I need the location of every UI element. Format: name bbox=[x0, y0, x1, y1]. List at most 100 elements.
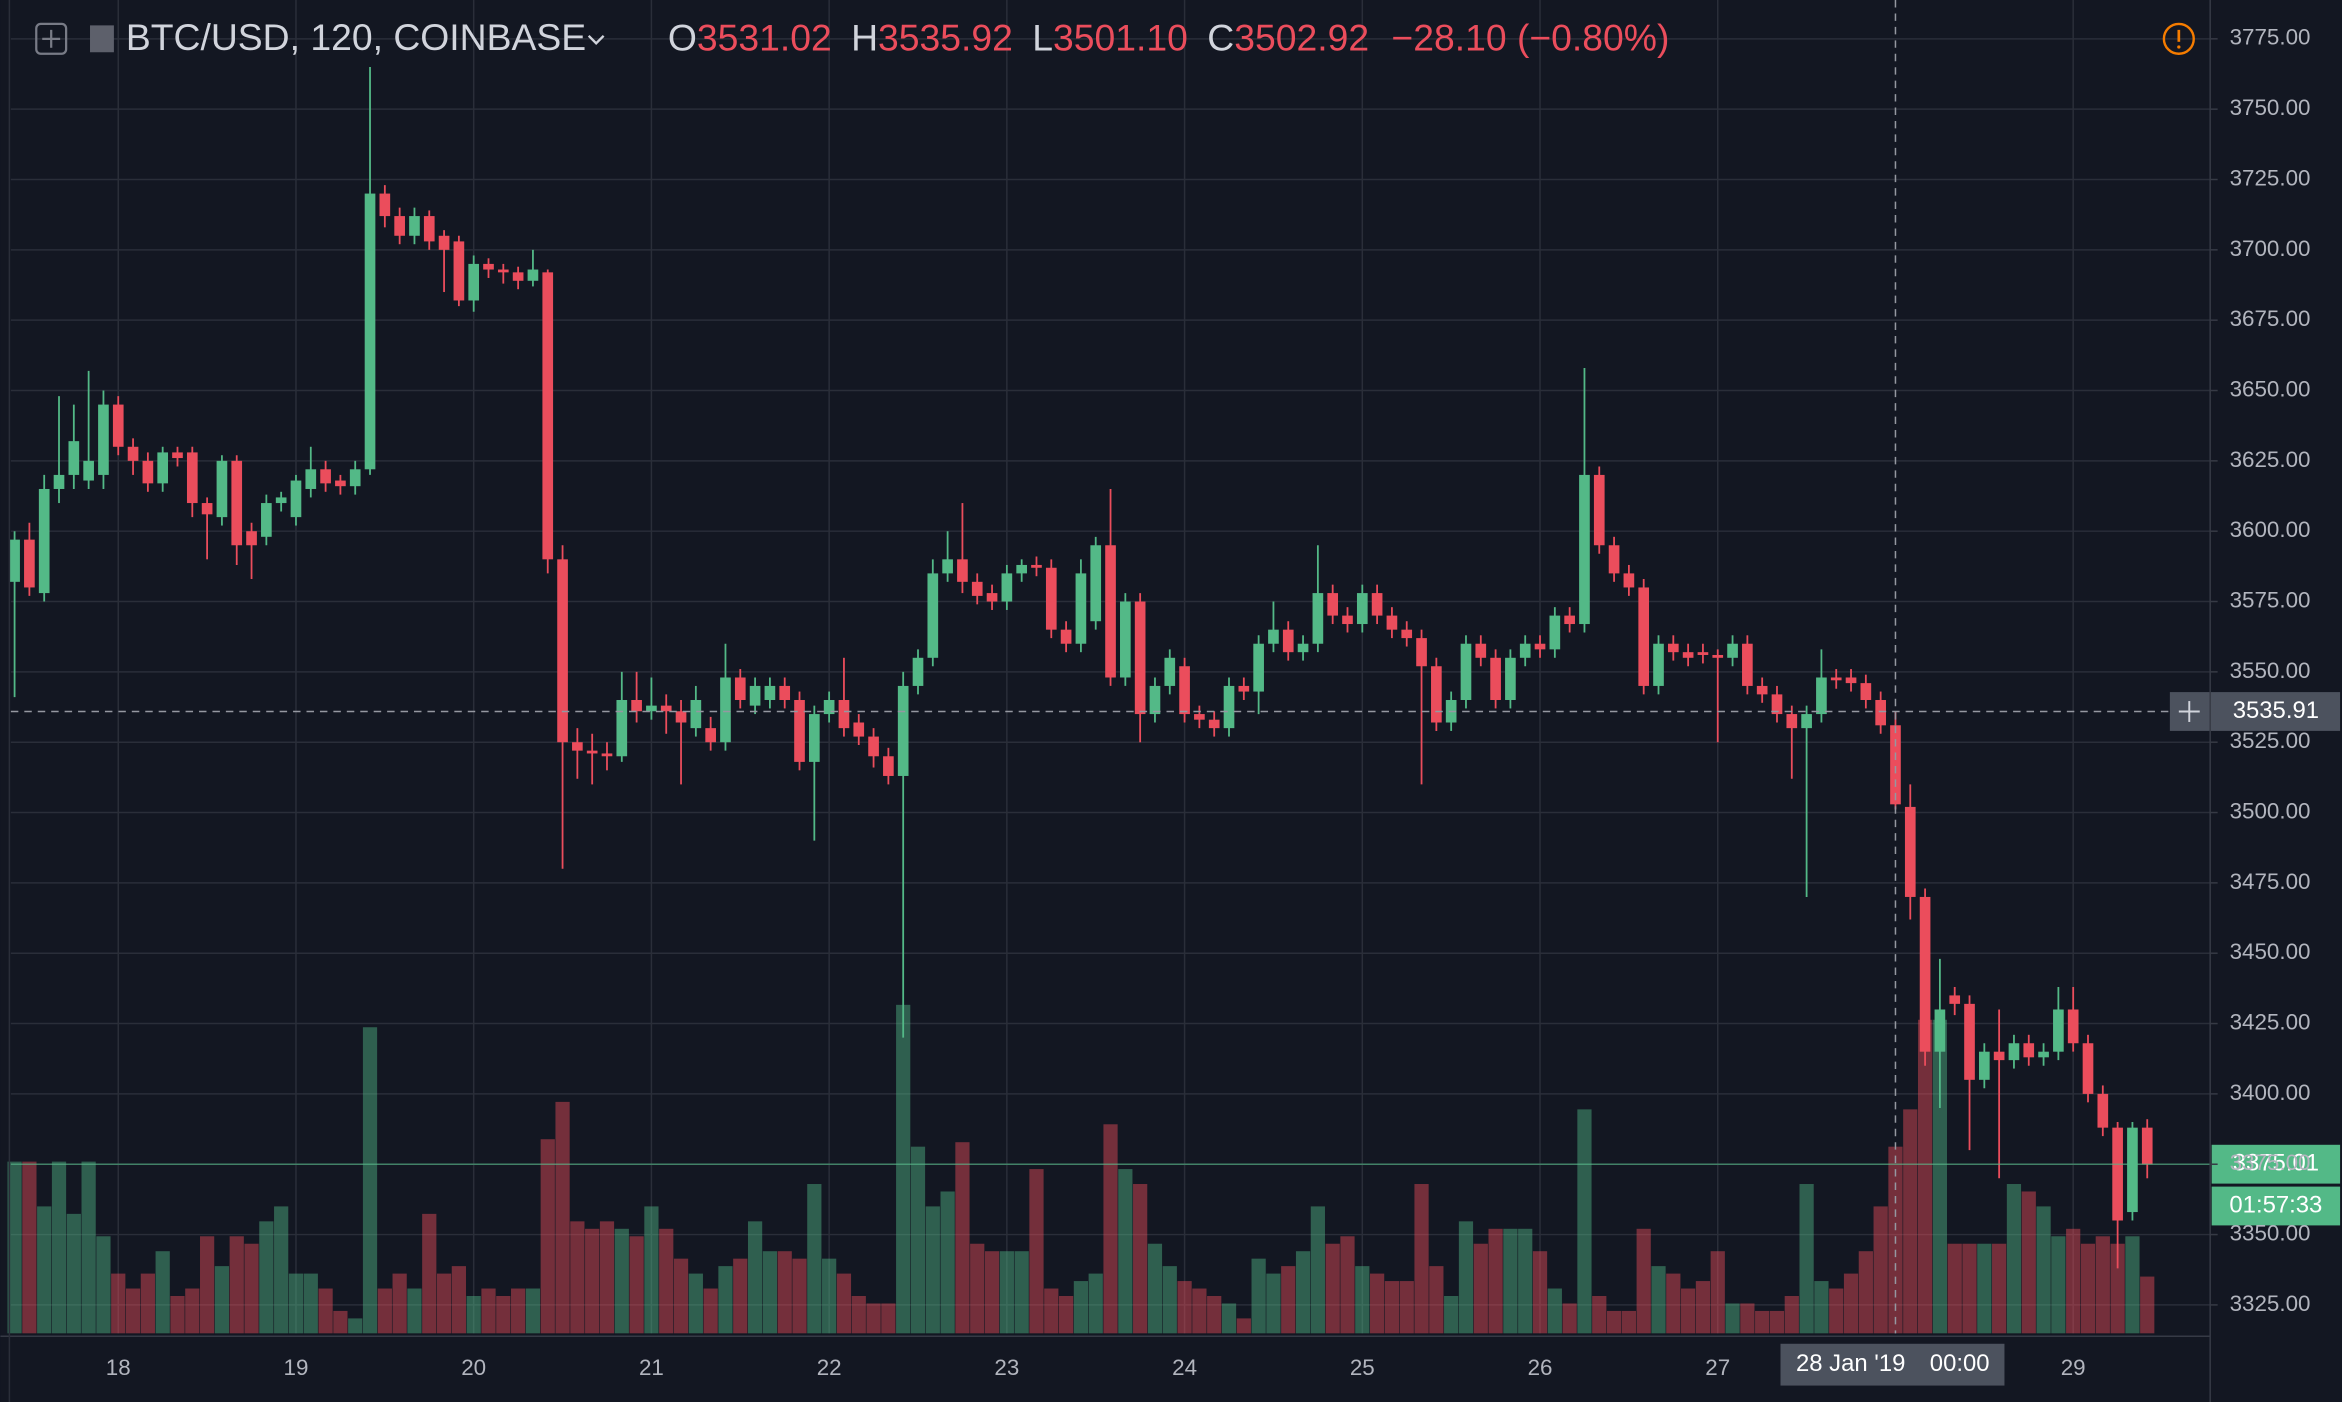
last-price-box bbox=[2211, 1144, 2341, 1184]
volume-bar bbox=[1355, 1266, 1370, 1334]
volume-bar bbox=[955, 1142, 970, 1334]
volume-bar bbox=[1977, 1243, 1992, 1334]
candle-body bbox=[868, 736, 879, 757]
volume-bar bbox=[377, 1288, 392, 1334]
candle-body bbox=[335, 480, 346, 487]
y-tick-label: 3625.00 bbox=[2230, 447, 2311, 472]
candle-body bbox=[1164, 657, 1176, 686]
y-tick-label: 3700.00 bbox=[2230, 236, 2311, 261]
candle-body bbox=[364, 193, 376, 470]
candle-body bbox=[1268, 629, 1279, 644]
volume-bar bbox=[1799, 1184, 1814, 1334]
candle-body bbox=[2023, 1043, 2035, 1058]
candle-body bbox=[216, 460, 228, 518]
symbol-dropdown-icon[interactable] bbox=[587, 34, 605, 45]
candle-body bbox=[24, 539, 35, 588]
volume-bar bbox=[1147, 1243, 1163, 1334]
candle-body bbox=[2141, 1127, 2153, 1165]
candle-body bbox=[1964, 1003, 1975, 1080]
candle-body bbox=[1356, 593, 1368, 625]
candle-body bbox=[246, 531, 257, 546]
volume-bar bbox=[66, 1213, 81, 1334]
candle-body bbox=[1593, 474, 1605, 546]
x-tick-label: 22 bbox=[817, 1355, 842, 1380]
volume-bar bbox=[1903, 1109, 1918, 1334]
volume-bar bbox=[1414, 1184, 1429, 1334]
y-tick-label: 3500.00 bbox=[2230, 798, 2311, 823]
candle-body bbox=[1297, 643, 1309, 653]
volume-bar bbox=[659, 1228, 674, 1334]
candle-body bbox=[1401, 629, 1413, 639]
add-symbol-icon[interactable] bbox=[35, 22, 68, 55]
symbol-title[interactable]: BTC/USD, 120, COINBASE bbox=[126, 16, 586, 58]
candle-body bbox=[2097, 1093, 2109, 1128]
candle-body bbox=[883, 756, 894, 776]
x-tick-label: 23 bbox=[994, 1355, 1019, 1380]
x-tick-label: 29 bbox=[2061, 1355, 2086, 1380]
candle-body bbox=[1579, 474, 1590, 625]
candle-body bbox=[2038, 1051, 2049, 1058]
volume-bar bbox=[1295, 1251, 1311, 1334]
y-tick-label: 3525.00 bbox=[2230, 728, 2311, 753]
axes-layer: 3325.00 3350.00 3375.00 3400.00 3425.00 3450.… bbox=[106, 25, 2311, 1380]
candle-body bbox=[1801, 714, 1812, 729]
volume-bar bbox=[111, 1273, 126, 1334]
volume-bar bbox=[22, 1161, 37, 1334]
volume-bar bbox=[274, 1206, 289, 1334]
alert-icon[interactable] bbox=[2162, 22, 2195, 55]
volume-bar bbox=[703, 1288, 718, 1334]
volume-bar bbox=[1429, 1266, 1444, 1334]
x-tick-label: 26 bbox=[1528, 1355, 1553, 1380]
candle-body bbox=[394, 216, 405, 236]
volume-bar bbox=[1592, 1295, 1607, 1334]
volume-bar bbox=[200, 1236, 215, 1334]
candle-body bbox=[1830, 677, 1842, 681]
candle-body bbox=[823, 699, 835, 715]
candle-body bbox=[1549, 615, 1561, 650]
volume-bar bbox=[925, 1206, 940, 1334]
candle-body bbox=[1060, 629, 1072, 644]
candle-body bbox=[1001, 573, 1013, 602]
grid bbox=[10, 0, 2211, 1334]
candle-body bbox=[1534, 643, 1546, 650]
volume-bar bbox=[1858, 1251, 1873, 1334]
y-tick-label: 3475.00 bbox=[2230, 869, 2311, 894]
volume-bar bbox=[851, 1295, 866, 1334]
candle-body bbox=[83, 460, 94, 481]
candle-layer bbox=[9, 66, 2153, 1269]
volume-bar bbox=[984, 1251, 1000, 1334]
volume-bar bbox=[1058, 1295, 1074, 1334]
candle-body bbox=[705, 728, 716, 743]
candle-body bbox=[779, 685, 791, 700]
candle-body bbox=[808, 714, 820, 762]
volume-bar bbox=[1384, 1281, 1400, 1334]
volume-bar bbox=[1014, 1251, 1029, 1334]
volume-bar bbox=[2110, 1243, 2125, 1334]
volume-bar bbox=[910, 1146, 926, 1334]
candle-body bbox=[2112, 1127, 2123, 1221]
candle-body bbox=[1712, 654, 1724, 658]
x-tick-label: 25 bbox=[1350, 1355, 1375, 1380]
candle-body bbox=[1845, 677, 1857, 684]
candle-body bbox=[794, 699, 805, 762]
volume-bar bbox=[2125, 1236, 2140, 1334]
ohlc-value: 3531.02 bbox=[697, 16, 832, 58]
volume-bar bbox=[288, 1273, 304, 1334]
volume-bar bbox=[1236, 1318, 1251, 1334]
x-tick-label: 24 bbox=[1172, 1355, 1197, 1380]
volume-bar bbox=[1740, 1303, 1755, 1334]
volume-bar bbox=[1207, 1295, 1222, 1334]
candle-body bbox=[127, 446, 139, 461]
y-tick-label: 3675.00 bbox=[2230, 306, 2311, 331]
candle-body bbox=[601, 753, 613, 757]
volume-bar bbox=[881, 1303, 896, 1334]
y-tick-label: 3550.00 bbox=[2230, 658, 2311, 683]
candle-body bbox=[1653, 643, 1664, 686]
volume-bar bbox=[1029, 1169, 1044, 1334]
volume-bar bbox=[96, 1236, 111, 1334]
candle-body bbox=[1208, 719, 1220, 729]
volume-bar bbox=[970, 1243, 985, 1334]
candle-body bbox=[409, 216, 420, 236]
candle-body bbox=[1623, 573, 1635, 588]
